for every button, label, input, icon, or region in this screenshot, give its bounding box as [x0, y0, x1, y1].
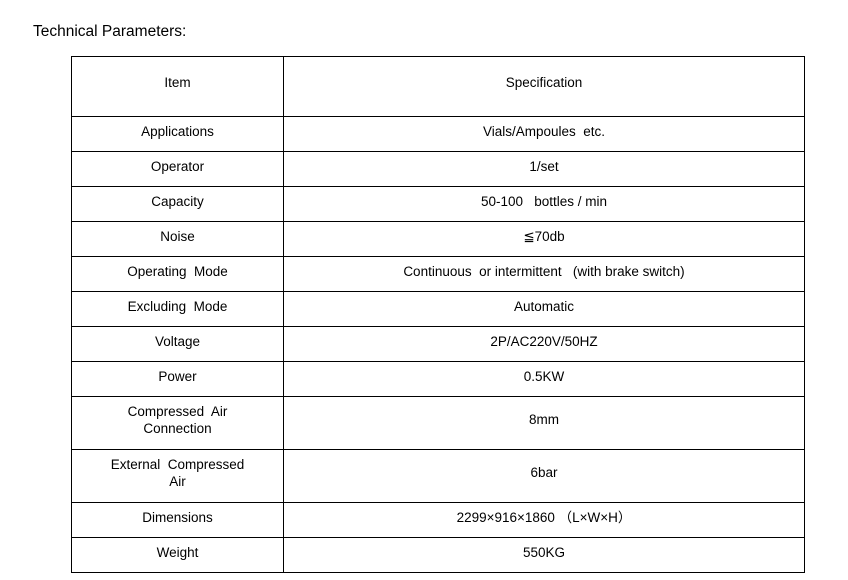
item-cell: Dimensions — [71, 502, 284, 538]
spec-cell: Automatic — [283, 291, 805, 327]
spec-cell: Vials/Ampoules etc. — [283, 116, 805, 152]
spec-cell: 1/set — [283, 151, 805, 187]
item-cell: Compressed Air Connection — [71, 396, 284, 450]
spec-cell: 50-100 bottles / min — [283, 186, 805, 222]
table-row: Compressed Air Connection 8mm — [71, 396, 805, 450]
item-cell: Weight — [71, 537, 284, 573]
item-cell: Applications — [71, 116, 284, 152]
table-header-row: Item Specification — [71, 56, 805, 117]
spec-cell: 6bar — [283, 449, 805, 503]
item-cell: Excluding Mode — [71, 291, 284, 327]
item-cell: Noise — [71, 221, 284, 257]
item-cell: Operator — [71, 151, 284, 187]
item-cell: Operating Mode — [71, 256, 284, 292]
spec-cell: ≦70db — [283, 221, 805, 257]
table-row: External Compressed Air 6bar — [71, 449, 805, 503]
spec-cell: Continuous or intermittent (with brake s… — [283, 256, 805, 292]
header-cell-specification: Specification — [283, 56, 805, 117]
item-cell: Voltage — [71, 326, 284, 362]
spec-cell: 8mm — [283, 396, 805, 450]
table-row: Weight 550KG — [71, 537, 805, 573]
spec-cell: 0.5KW — [283, 361, 805, 397]
technical-parameters-table: Item Specification Applications Vials/Am… — [71, 56, 805, 573]
table-row: Operator 1/set — [71, 151, 805, 187]
table-row: Power 0.5KW — [71, 361, 805, 397]
header-cell-item: Item — [71, 56, 284, 117]
table-row: Dimensions 2299×916×1860 （L×W×H） — [71, 502, 805, 538]
table-row: Noise ≦70db — [71, 221, 805, 257]
spec-cell: 550KG — [283, 537, 805, 573]
item-cell: Power — [71, 361, 284, 397]
item-cell: Capacity — [71, 186, 284, 222]
spec-cell: 2P/AC220V/50HZ — [283, 326, 805, 362]
spec-cell: 2299×916×1860 （L×W×H） — [283, 502, 805, 538]
table-row: Applications Vials/Ampoules etc. — [71, 116, 805, 152]
item-cell: External Compressed Air — [71, 449, 284, 503]
page-title: Technical Parameters: — [33, 23, 187, 40]
table-row: Excluding Mode Automatic — [71, 291, 805, 327]
table-row: Capacity 50-100 bottles / min — [71, 186, 805, 222]
table-row: Operating Mode Continuous or intermitten… — [71, 256, 805, 292]
table-row: Voltage 2P/AC220V/50HZ — [71, 326, 805, 362]
